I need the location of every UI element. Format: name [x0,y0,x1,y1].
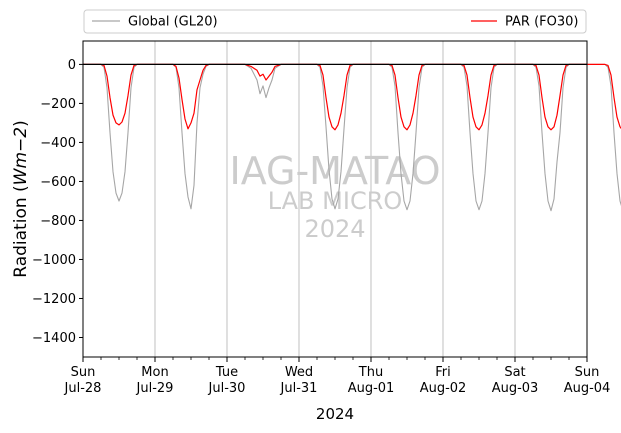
x-tick-label-date: Aug-02 [420,381,467,396]
watermark-year: 2024 [304,215,365,243]
series-line-par [83,63,621,131]
legend-frame [83,9,587,34]
x-tick-label-date: Aug-01 [348,381,395,396]
x-tick-label-day: Mon [141,365,168,380]
y-tick-label: −200 [40,97,76,112]
x-tick-label-date: Jul-31 [280,381,318,396]
x-tick-label-date: Jul-28 [64,381,102,396]
watermark-title: IAG-MATAO [229,149,440,193]
plot-area [83,41,587,357]
y-tick-label: −1000 [32,253,76,268]
legend: Global (GL20) PAR (FO30) [83,9,587,34]
x-tick-label-day: Fri [435,365,451,380]
x-tick-label-date: Aug-04 [564,381,611,396]
watermark-subtitle: LAB MICRO [268,187,403,215]
x-tick-label-day: Sat [504,365,525,380]
y-tick-label: −800 [40,214,76,229]
y-tick-label: −600 [40,175,76,190]
x-tick-label-day: Sun [575,365,600,380]
x-axis-label: 2024 [316,405,354,423]
y-axis-label: Radiation (Wm−2) [11,120,31,277]
x-tick-label-date: Aug-03 [492,381,539,396]
x-tick-label-day: Wed [285,365,313,380]
y-tick-label: −400 [40,136,76,151]
y-axis-label-unit: Wm−2 [11,127,31,185]
watermark: IAG-MATAO LAB MICRO 2024 [229,149,440,243]
y-tick-label: −1400 [32,331,76,346]
x-tick-label-day: Tue [215,365,238,380]
y-axis: 0 −200 −400 −600 −800 −1000 −1200 −1400 [32,58,83,346]
y-tick-label: −1200 [32,292,76,307]
series-layer [83,63,621,212]
x-axis: SunJul-28MonJul-29TueJul-30WedJul-31ThuA… [64,357,611,396]
vertical-gridlines [154,41,516,357]
legend-label-par: PAR (FO30) [505,15,578,30]
y-axis-label-close: ) [11,120,31,127]
x-tick-label-day: Thu [358,365,383,380]
y-axis-label-main: Radiation ( [11,185,31,277]
legend-label-global: Global (GL20) [128,15,218,30]
x-tick-label-day: Sun [71,365,96,380]
x-tick-label-date: Jul-29 [136,381,174,396]
x-tick-label-date: Jul-30 [208,381,246,396]
y-tick-label: 0 [68,58,76,73]
